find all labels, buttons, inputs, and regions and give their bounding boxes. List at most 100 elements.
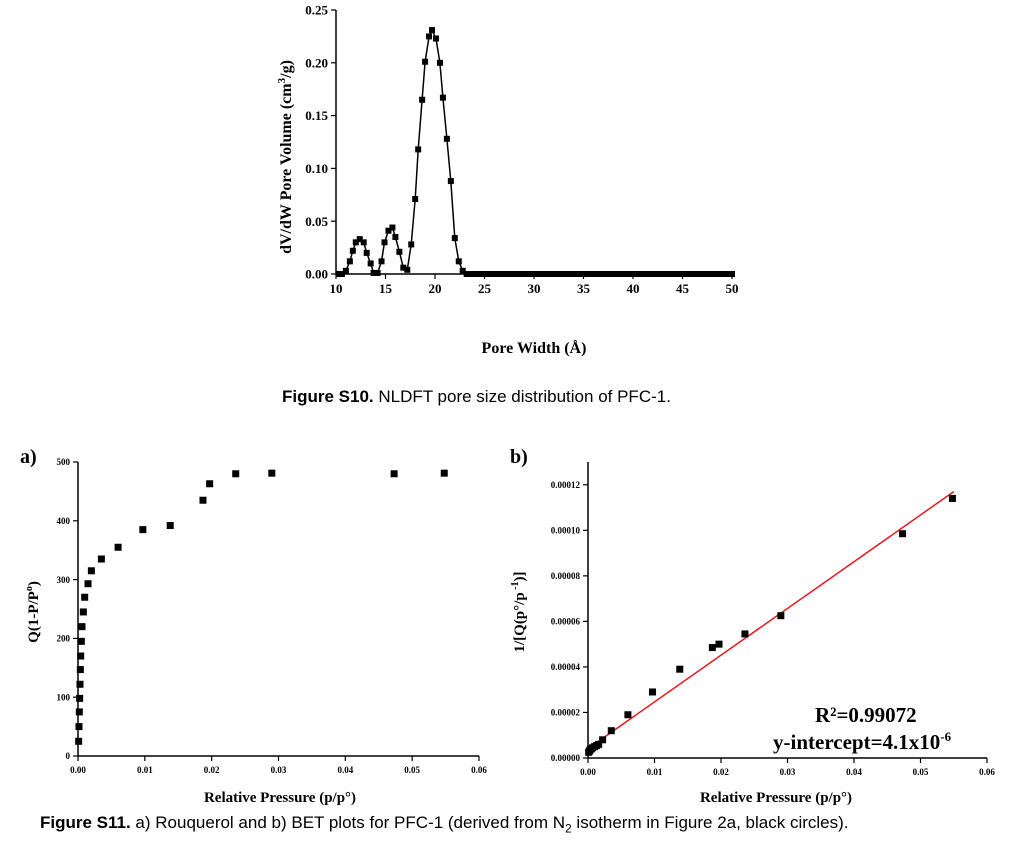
pore-size-point: [467, 271, 474, 277]
bet-y-tick-label: 0.00010: [551, 525, 581, 535]
pore-size-point: [719, 271, 726, 277]
pore-size-point: [436, 59, 443, 66]
rouquerol-point: [166, 522, 174, 530]
rouquerol-point: [75, 708, 83, 716]
pore-size-point: [396, 248, 403, 255]
rouquerol-point: [76, 666, 84, 674]
pore-size-y-tick-label: 0.05: [305, 214, 328, 229]
pore-size-point: [363, 249, 370, 256]
pore-size-point: [432, 35, 439, 42]
pore-size-x-tick-label: 30: [528, 281, 541, 296]
pore-size-point: [714, 271, 721, 277]
pore-size-point: [639, 271, 646, 277]
pore-size-point: [679, 271, 686, 277]
pore-size-point: [664, 271, 671, 277]
pore-size-point: [447, 178, 454, 185]
pore-size-point: [471, 271, 478, 277]
rouquerol-point: [206, 480, 214, 488]
bet-point: [948, 494, 956, 502]
bet-y-intercept: y-intercept=4.1x10-6: [773, 729, 952, 754]
bet-y-tick-label: 0.00008: [551, 571, 581, 581]
pore-size-x-tick-label: 20: [429, 281, 442, 296]
rouquerol-x-tick-label: 0.03: [271, 765, 287, 775]
figure-s10-caption: Figure S10. NLDFT pore size distribution…: [282, 387, 671, 406]
pore-size-point: [415, 146, 422, 153]
pore-size-point: [486, 271, 493, 277]
bet-point: [624, 711, 632, 719]
pore-size-point: [400, 264, 407, 271]
pore-size-point: [385, 227, 392, 234]
pore-size-point: [615, 271, 622, 277]
pore-size-point: [644, 271, 651, 277]
pore-size-point: [535, 271, 542, 277]
pore-size-point: [565, 271, 572, 277]
bet-x-tick-label: 0.05: [913, 767, 929, 777]
pore-size-y-tick-label: 0.15: [305, 108, 328, 123]
pore-size-x-tick-label: 35: [577, 281, 591, 296]
pore-size-y-tick-label: 0.20: [305, 55, 328, 70]
pore-size-point: [356, 236, 363, 243]
rouquerol-point: [75, 723, 83, 731]
bet-x-label: Relative Pressure (p/p°): [700, 790, 852, 806]
rouquerol-point: [97, 555, 105, 563]
pore-size-point: [526, 271, 533, 277]
bet-y-label: 1/[Q(p°/p -1)]: [510, 571, 528, 652]
bet-chart: 0.00 0.01 0.02 0.03 0.04 0.05 0.06 0.00000 0.000…: [510, 462, 995, 806]
rouquerol-point: [114, 543, 122, 551]
pore-size-y-tick-label: 0.10: [305, 161, 328, 176]
rouquerol-x-tick-label: 0.05: [404, 765, 420, 775]
pore-size-point: [595, 271, 602, 277]
pore-size-point: [580, 271, 587, 277]
pore-size-point: [555, 271, 562, 277]
pore-size-point: [605, 271, 612, 277]
rouquerol-y-tick-label: 0: [66, 751, 71, 761]
bet-y-tick-label: 0.00006: [551, 617, 581, 627]
pore-size-point: [600, 271, 607, 277]
pore-size-point: [620, 271, 627, 277]
pore-size-point: [491, 271, 498, 277]
pore-size-point: [476, 271, 483, 277]
pore-size-point: [451, 235, 458, 242]
rouquerol-chart: 0.00 0.01 0.02 0.03 0.04 0.05 0.06 0 100 200 300 40…: [24, 457, 487, 806]
rouquerol-y-tick-label: 400: [57, 516, 71, 526]
rouquerol-point: [76, 694, 84, 702]
pore-size-x-tick-label: 10: [330, 281, 343, 296]
rouquerol-point: [440, 469, 448, 477]
bet-x-tick-label: 0.01: [647, 767, 663, 777]
pore-size-point: [389, 224, 396, 231]
pore-size-point: [349, 247, 356, 254]
rouquerol-x-tick-label: 0.06: [471, 765, 487, 775]
rouquerol-x-label: Relative Pressure (p/p°): [204, 790, 356, 806]
pore-size-x-label: Pore Width (Å): [482, 339, 587, 357]
pore-size-point: [342, 267, 349, 274]
pore-size-point: [540, 271, 547, 277]
bet-axes: [587, 462, 987, 759]
rouquerol-y-tick-label: 500: [57, 457, 71, 467]
pore-size-point: [570, 271, 577, 277]
pore-size-point: [659, 271, 666, 277]
bet-point: [599, 736, 607, 744]
rouquerol-point: [79, 608, 87, 616]
pore-size-point: [729, 271, 735, 277]
pore-size-point: [704, 271, 711, 277]
pore-size-x-tick-label: 50: [726, 281, 739, 296]
figure-s11-caption: Figure S11. a) Rouquerol and b) BET plot…: [40, 813, 849, 836]
pore-size-point: [709, 271, 716, 277]
pore-size-point: [625, 271, 632, 277]
pore-size-point: [463, 271, 470, 277]
pore-size-point: [378, 258, 385, 265]
pore-size-point: [669, 271, 676, 277]
pore-size-x-tick-label: 45: [676, 281, 690, 296]
pore-size-point: [412, 196, 419, 203]
pore-size-y-label: dV/dW Pore Volume (cm3/g): [276, 60, 295, 254]
pore-size-point: [455, 258, 462, 265]
rouquerol-point: [199, 496, 207, 504]
pore-size-point: [694, 271, 701, 277]
bet-fit-segment: [587, 490, 955, 750]
bet-x-tick-label: 0.02: [713, 767, 729, 777]
pore-size-point: [439, 94, 446, 101]
pore-size-point: [674, 271, 681, 277]
pore-size-point: [426, 33, 433, 40]
rouquerol-y-label: Q(1-P/Po): [24, 581, 42, 643]
